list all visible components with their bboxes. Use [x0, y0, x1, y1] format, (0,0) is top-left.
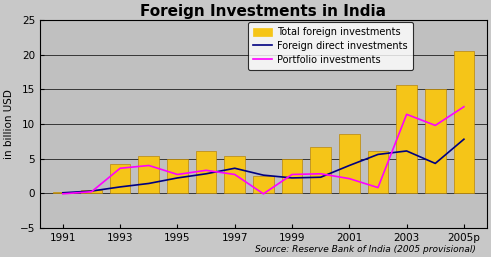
Bar: [167, 159, 188, 193]
Legend: Total foreign investments, Foreign direct investments, Portfolio investments: Total foreign investments, Foreign direc…: [248, 22, 413, 70]
Foreign direct investments: [117, 185, 123, 188]
Title: Foreign Investments in India: Foreign Investments in India: [140, 4, 386, 19]
Foreign direct investments: [318, 176, 324, 179]
Text: Source: Reserve Bank of India (2005 provisional): Source: Reserve Bank of India (2005 prov…: [255, 245, 476, 254]
Portfolio investments: [146, 164, 152, 167]
Foreign direct investments: [346, 164, 352, 167]
Portfolio investments: [174, 173, 180, 176]
Bar: [138, 157, 159, 193]
Foreign direct investments: [146, 182, 152, 185]
Bar: [196, 151, 217, 193]
Foreign direct investments: [203, 172, 209, 175]
Portfolio investments: [375, 186, 381, 189]
Bar: [110, 164, 131, 193]
Portfolio investments: [232, 173, 238, 176]
Bar: [253, 176, 273, 193]
Portfolio investments: [404, 113, 409, 116]
Bar: [310, 147, 331, 193]
Foreign direct investments: [60, 191, 66, 194]
Y-axis label: in billion USD: in billion USD: [4, 89, 14, 159]
Portfolio investments: [260, 192, 266, 195]
Portfolio investments: [60, 192, 66, 195]
Portfolio investments: [88, 190, 94, 193]
Bar: [454, 51, 474, 193]
Foreign direct investments: [174, 176, 180, 179]
Portfolio investments: [117, 167, 123, 170]
Foreign direct investments: [432, 162, 438, 165]
Line: Foreign direct investments: Foreign direct investments: [63, 139, 464, 193]
Portfolio investments: [346, 177, 352, 180]
Portfolio investments: [318, 172, 324, 175]
Bar: [339, 134, 359, 193]
Foreign direct investments: [404, 149, 409, 152]
Foreign direct investments: [88, 189, 94, 192]
Bar: [282, 159, 302, 193]
Line: Portfolio investments: Portfolio investments: [63, 107, 464, 194]
Portfolio investments: [289, 173, 295, 176]
Bar: [368, 151, 388, 193]
Foreign direct investments: [260, 174, 266, 177]
Bar: [53, 192, 73, 193]
Foreign direct investments: [232, 167, 238, 170]
Foreign direct investments: [375, 153, 381, 156]
Portfolio investments: [432, 124, 438, 127]
Bar: [81, 190, 102, 193]
Bar: [224, 156, 245, 193]
Portfolio investments: [203, 169, 209, 172]
Portfolio investments: [461, 105, 467, 108]
Foreign direct investments: [289, 176, 295, 179]
Bar: [425, 89, 446, 193]
Bar: [396, 85, 417, 193]
Foreign direct investments: [461, 138, 467, 141]
